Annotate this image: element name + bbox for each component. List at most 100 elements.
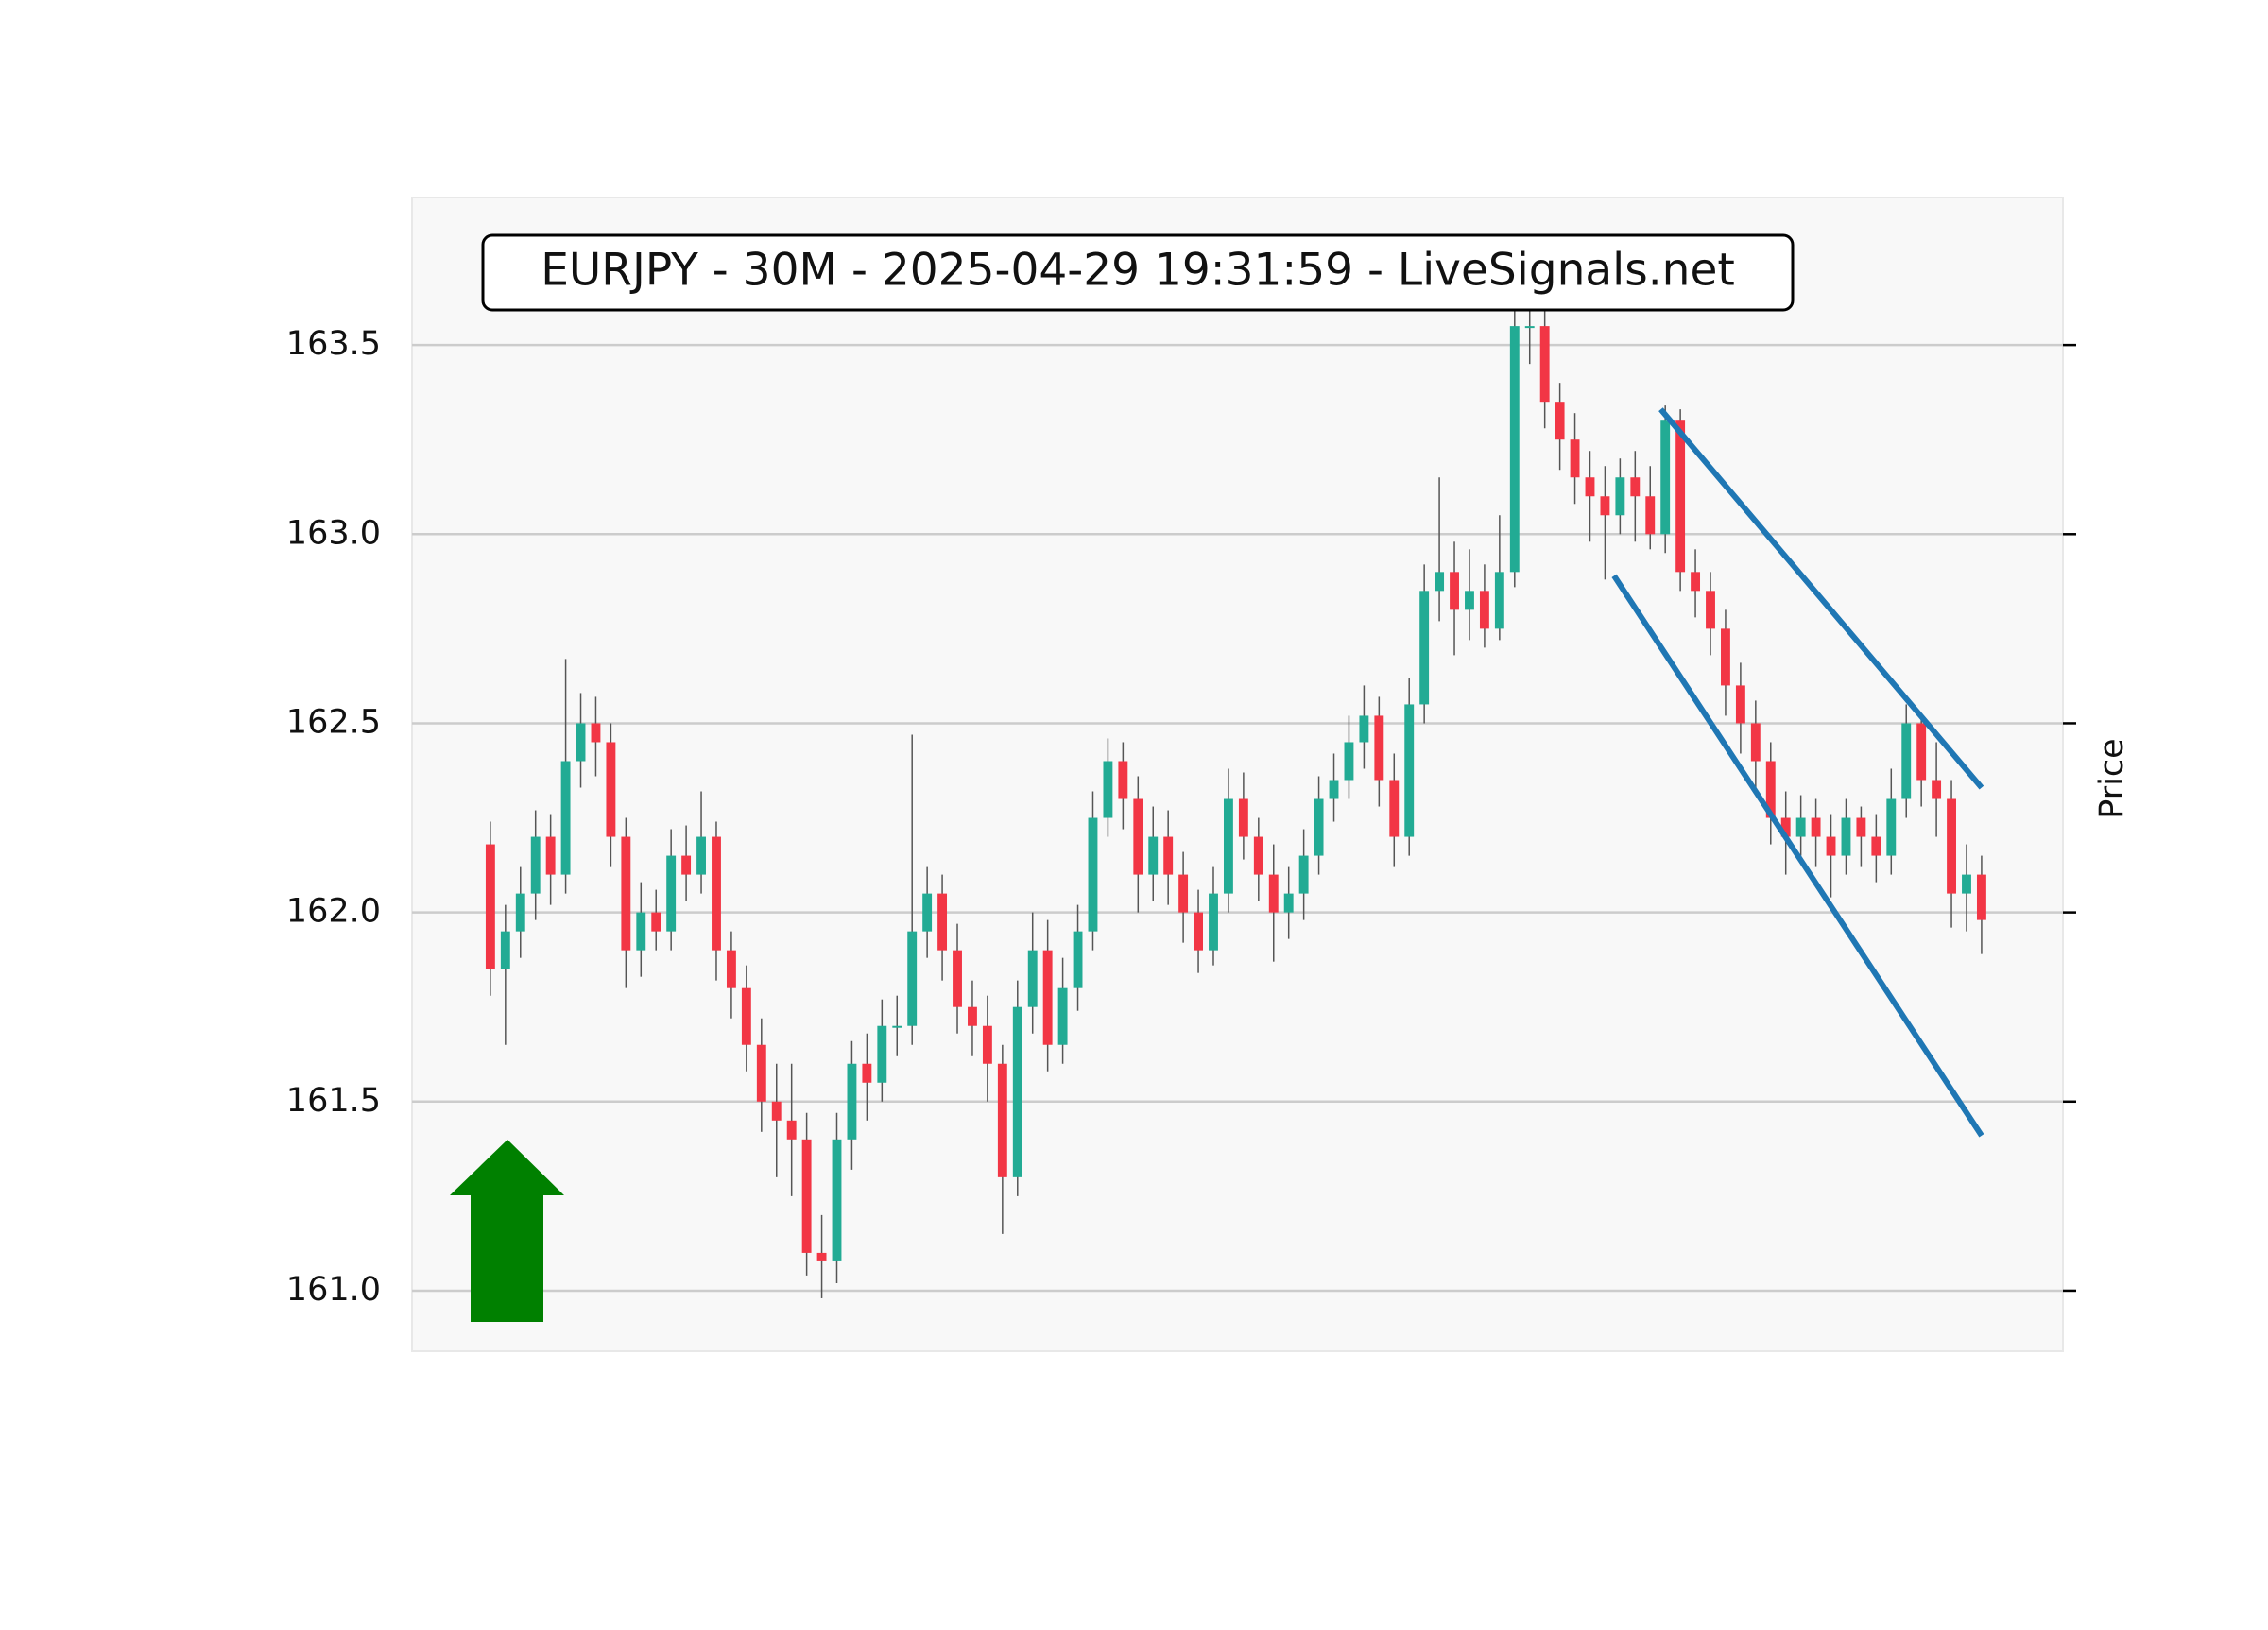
- candle-body: [937, 893, 948, 951]
- candle-body: [1268, 874, 1279, 913]
- candle-body: [1706, 591, 1715, 629]
- candle-body: [576, 723, 586, 762]
- candle-body: [1479, 591, 1489, 629]
- candle-body: [862, 1063, 872, 1083]
- candle-body: [1012, 1006, 1022, 1177]
- candle-body: [1856, 817, 1866, 837]
- candle-body: [847, 1063, 857, 1140]
- candle-body: [666, 855, 677, 932]
- y-tick-label: 161.0: [286, 1271, 381, 1309]
- candle-body: [1600, 496, 1610, 516]
- candle-body: [696, 836, 706, 875]
- candle-body: [1374, 715, 1384, 781]
- candle-body: [1841, 817, 1851, 856]
- candle-body: [545, 836, 556, 875]
- candle-body: [1027, 950, 1038, 1007]
- candle-body: [1404, 704, 1415, 837]
- candle-body: [756, 1044, 766, 1102]
- candle-body: [681, 855, 692, 875]
- title-box: [481, 233, 1795, 312]
- candle-body: [877, 1025, 887, 1083]
- candle-body: [560, 761, 571, 875]
- candle-body: [922, 893, 933, 932]
- candle-body: [1073, 931, 1083, 988]
- candle-body: [712, 836, 721, 951]
- candle-body: [1524, 326, 1535, 329]
- candle-body: [786, 1120, 797, 1140]
- y-tick-label: 163.5: [286, 325, 381, 363]
- trend-line: [1658, 407, 1984, 790]
- candle-body: [1103, 761, 1113, 818]
- candle-body: [636, 912, 646, 951]
- candle-body: [1886, 798, 1897, 856]
- candle-body: [997, 1063, 1007, 1177]
- trend-lines: [1611, 407, 1984, 1138]
- candle-body: [1435, 572, 1445, 592]
- candle-body: [1826, 836, 1836, 856]
- candle-body: [1450, 572, 1459, 610]
- candles: [485, 250, 1986, 1298]
- plot-area: [411, 197, 2064, 1352]
- candle-body: [1570, 439, 1580, 478]
- candle-body: [982, 1025, 992, 1064]
- candle-body: [1539, 326, 1550, 403]
- candle-body: [1555, 402, 1565, 440]
- candle-body: [1389, 780, 1400, 837]
- candle-body: [771, 1101, 782, 1121]
- candle-body: [1721, 628, 1730, 686]
- candle-body: [606, 742, 616, 837]
- candle-body: [1630, 477, 1641, 497]
- candle-body: [1344, 742, 1354, 781]
- candle-body: [1223, 798, 1233, 894]
- candle-body: [1765, 761, 1776, 818]
- chart-title: EURJPY - 30M - 2025-04-29 19:31:59 - Liv…: [541, 245, 1735, 297]
- candle-body: [1088, 817, 1098, 932]
- candle-body: [1675, 420, 1686, 573]
- candle-body: [1178, 874, 1189, 913]
- candle-body: [968, 1006, 977, 1026]
- candle-body: [1465, 591, 1474, 610]
- candle-body: [1118, 761, 1128, 799]
- candle-body: [1194, 912, 1203, 951]
- candle-body: [1209, 893, 1218, 951]
- candle-body: [591, 723, 601, 743]
- grid: 161.0 161.5 162.0 162.5 163.0 163.5: [286, 325, 2076, 1309]
- y-tick-label: 161.5: [286, 1082, 381, 1120]
- candle-body: [1419, 591, 1430, 705]
- candle-body: [1238, 798, 1248, 837]
- candle-body: [816, 1252, 827, 1261]
- candle-body: [892, 1025, 902, 1028]
- candle-body: [953, 950, 962, 1007]
- candle-body: [1796, 817, 1806, 837]
- candle-body: [500, 931, 510, 969]
- candle-body: [1691, 572, 1701, 592]
- candle-body: [1042, 950, 1053, 1045]
- candle-body: [1283, 893, 1294, 913]
- candle-body: [530, 836, 541, 894]
- trend-line: [1611, 574, 1984, 1138]
- candle-body: [1962, 874, 1971, 894]
- candle-body: [1735, 685, 1745, 724]
- candle-body: [1057, 987, 1068, 1045]
- y-axis-label: Price: [2093, 738, 2131, 818]
- candle-body: [1780, 817, 1791, 837]
- candle-body: [1585, 477, 1595, 497]
- candle-body: [1916, 723, 1927, 781]
- candle-body: [1976, 874, 1986, 920]
- candle-body: [485, 844, 495, 969]
- candle-body: [1750, 723, 1761, 762]
- candle-body: [1947, 798, 1956, 894]
- candle-body: [1509, 326, 1520, 573]
- candle-body: [515, 893, 525, 932]
- candle-body: [1811, 817, 1821, 837]
- signal-arrow: [450, 1140, 564, 1322]
- candle-body: [1615, 477, 1625, 516]
- candle-body: [1163, 836, 1174, 875]
- candle-body: [1932, 780, 1942, 799]
- candle-body: [1329, 780, 1339, 799]
- candle-body: [651, 912, 662, 932]
- candle-body: [1133, 798, 1143, 875]
- candle-body: [1148, 836, 1159, 875]
- candle-body: [621, 836, 631, 951]
